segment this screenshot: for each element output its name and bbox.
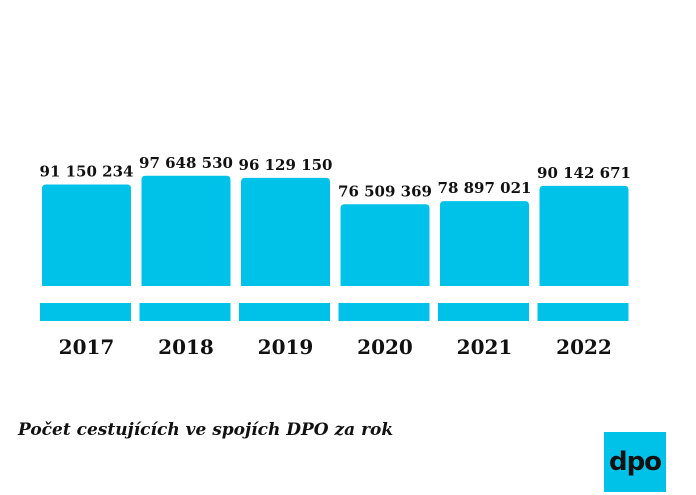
year-label-2022: 2022	[556, 335, 612, 359]
bar-chart: 91 150 234 2017 97 648 530 2018 96 129 150 20…	[40, 154, 631, 359]
data-label-2019: 96 129 150	[239, 156, 333, 174]
year-label-2018: 2018	[158, 335, 214, 359]
dpo-logo-text: dpo	[608, 447, 662, 477]
year-label-2019: 2019	[258, 335, 314, 359]
bar-2019	[241, 177, 330, 286]
bar-2018	[141, 175, 231, 286]
data-label-2018: 97 648 530	[139, 154, 233, 172]
data-label-2022: 90 142 671	[537, 164, 631, 182]
bar-2021	[440, 201, 529, 286]
year-label-2020: 2020	[357, 335, 413, 359]
year-label-2021: 2021	[457, 335, 513, 359]
base-strip-2019	[239, 303, 330, 321]
chart-title: Počet cestujících ve spojích DPO za rok	[18, 420, 394, 440]
base-strip-2021	[438, 303, 529, 321]
data-label-2021: 78 897 021	[438, 179, 532, 197]
dpo-logo: dpo	[604, 432, 666, 492]
bar-2022	[539, 185, 629, 286]
base-strip-2022	[537, 303, 629, 321]
bar-2017	[42, 184, 131, 286]
data-label-2020: 76 509 369	[338, 182, 432, 200]
year-label-2017: 2017	[59, 335, 115, 359]
bar-2020	[340, 204, 430, 286]
base-strip-2020	[338, 303, 430, 321]
data-label-2017: 91 150 234	[40, 163, 134, 181]
base-strip-2017	[40, 303, 131, 321]
base-strip-2018	[139, 303, 231, 321]
